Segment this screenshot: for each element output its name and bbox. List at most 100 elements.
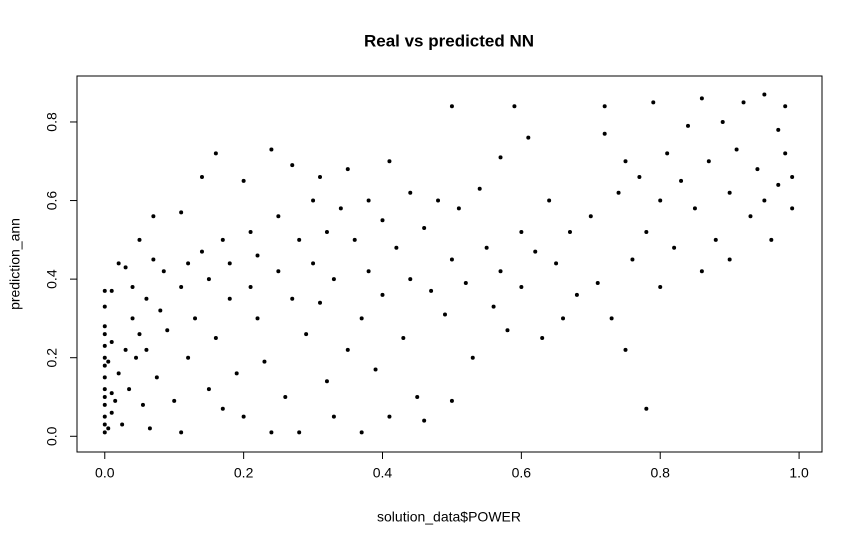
point <box>408 277 413 282</box>
point <box>220 237 225 242</box>
x-tick-label: 1.0 <box>789 465 809 481</box>
point <box>151 257 156 262</box>
point <box>255 253 260 258</box>
point <box>331 277 336 282</box>
point <box>109 391 114 396</box>
point <box>699 96 704 101</box>
point <box>623 347 628 352</box>
point <box>331 414 336 419</box>
point <box>387 414 392 419</box>
point <box>255 316 260 321</box>
point <box>602 104 607 109</box>
point <box>311 261 316 266</box>
point <box>318 174 323 179</box>
point <box>123 265 128 270</box>
point <box>147 426 152 431</box>
point <box>241 414 246 419</box>
point <box>297 430 302 435</box>
point <box>359 430 364 435</box>
point <box>144 296 149 301</box>
point <box>387 159 392 164</box>
point <box>519 229 524 234</box>
point <box>679 178 684 183</box>
point <box>366 269 371 274</box>
point <box>290 163 295 168</box>
point <box>609 316 614 321</box>
point <box>408 190 413 195</box>
point <box>158 308 163 313</box>
point <box>665 151 670 156</box>
point <box>213 336 218 341</box>
point <box>790 206 795 211</box>
point <box>526 135 531 140</box>
point <box>373 367 378 372</box>
point <box>262 359 267 364</box>
point <box>113 398 118 403</box>
point <box>269 430 274 435</box>
y-tick-label: 0.4 <box>44 269 60 289</box>
point <box>102 343 107 348</box>
point <box>699 269 704 274</box>
point <box>109 410 114 415</box>
point <box>401 336 406 341</box>
point <box>165 328 170 333</box>
point <box>498 269 503 274</box>
point <box>436 198 441 203</box>
point <box>748 214 753 219</box>
point <box>199 249 204 254</box>
point <box>283 394 288 399</box>
point <box>685 123 690 128</box>
point <box>422 418 427 423</box>
point <box>206 387 211 392</box>
point <box>102 387 107 392</box>
point <box>484 245 489 250</box>
point <box>109 339 114 344</box>
point <box>318 300 323 305</box>
point <box>324 229 329 234</box>
point <box>102 324 107 329</box>
point <box>179 210 184 215</box>
x-tick-label: 0.4 <box>373 465 393 481</box>
point <box>248 229 253 234</box>
point <box>269 147 274 152</box>
point <box>734 147 739 152</box>
point <box>102 363 107 368</box>
point <box>727 257 732 262</box>
point <box>102 355 107 360</box>
point <box>720 119 725 124</box>
point <box>540 336 545 341</box>
point <box>429 288 434 293</box>
point <box>380 218 385 223</box>
point <box>790 174 795 179</box>
point <box>290 296 295 301</box>
point <box>248 284 253 289</box>
point <box>533 249 538 254</box>
y-axis-label: prediction_ann <box>7 218 23 310</box>
point <box>359 316 364 321</box>
point <box>109 288 114 293</box>
point <box>602 131 607 136</box>
point <box>324 379 329 384</box>
point <box>449 104 454 109</box>
point <box>651 100 656 105</box>
point <box>769 237 774 242</box>
point <box>588 214 593 219</box>
point <box>116 261 121 266</box>
chart-title: Real vs predicted NN <box>364 31 534 50</box>
point <box>102 332 107 337</box>
point <box>637 174 642 179</box>
point <box>442 312 447 317</box>
y-tick-label: 0.6 <box>44 191 60 211</box>
point <box>630 257 635 262</box>
point <box>776 182 781 187</box>
point <box>415 394 420 399</box>
point <box>234 371 239 376</box>
point <box>227 296 232 301</box>
point <box>179 430 184 435</box>
point <box>102 375 107 380</box>
point <box>394 245 399 250</box>
point <box>755 167 760 172</box>
point <box>220 406 225 411</box>
